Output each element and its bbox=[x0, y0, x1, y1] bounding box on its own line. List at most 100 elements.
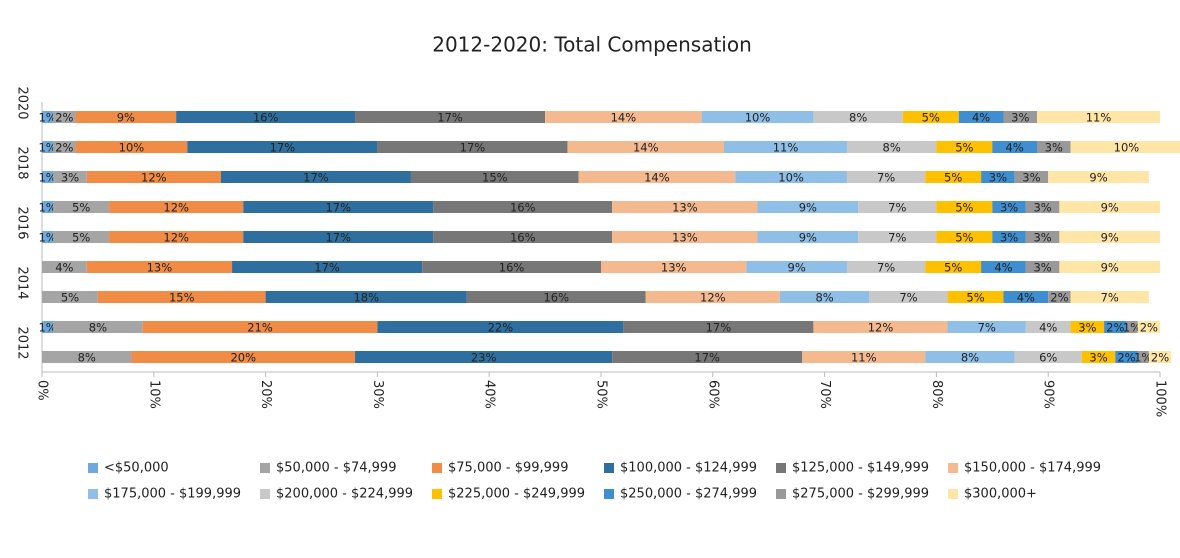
bar-segment bbox=[802, 351, 926, 363]
y-tick-label: 2020 bbox=[15, 86, 30, 119]
bar-segment bbox=[410, 171, 579, 183]
bar-segment bbox=[813, 321, 948, 333]
legend-swatch bbox=[88, 463, 98, 473]
data-label: 17% bbox=[325, 231, 351, 245]
bar-segment bbox=[433, 201, 613, 213]
y-tick-label: 2014 bbox=[15, 266, 30, 299]
legend-swatch bbox=[88, 489, 98, 499]
legend-label: <$50,000 bbox=[104, 461, 169, 476]
data-label: 13% bbox=[672, 231, 698, 245]
x-tick-label: 80% bbox=[929, 380, 944, 409]
bar-segment bbox=[187, 141, 378, 153]
bar-segment bbox=[42, 261, 87, 273]
x-tick-label: 10% bbox=[146, 380, 161, 409]
bar-segment bbox=[701, 111, 814, 123]
bar-segment bbox=[232, 261, 423, 273]
data-label: 3% bbox=[1000, 201, 1018, 215]
bar-segment bbox=[1025, 321, 1071, 333]
bar-segment bbox=[422, 261, 601, 273]
legend-label: $300,000+ bbox=[964, 487, 1037, 502]
data-label: 7% bbox=[888, 201, 906, 215]
data-label: 15% bbox=[482, 171, 508, 185]
data-label: 17% bbox=[694, 351, 720, 365]
data-label: 1% bbox=[38, 171, 56, 185]
legend-label: $200,000 - $224,999 bbox=[276, 487, 413, 502]
data-label: 1% bbox=[38, 111, 56, 125]
bar-segment bbox=[735, 171, 847, 183]
data-label: 16% bbox=[510, 201, 536, 215]
bar-segment bbox=[53, 321, 143, 333]
data-label: 5% bbox=[72, 231, 90, 245]
data-label: 3% bbox=[1033, 201, 1051, 215]
data-label: 5% bbox=[61, 291, 79, 305]
bar-segment bbox=[42, 291, 98, 303]
bar-segment bbox=[243, 231, 434, 243]
bar-segment bbox=[1025, 201, 1060, 213]
bar-segment bbox=[53, 201, 110, 213]
bar-segment bbox=[545, 111, 702, 123]
bar-segment bbox=[925, 171, 982, 183]
data-label: 4% bbox=[972, 111, 990, 125]
data-label: 4% bbox=[1039, 321, 1057, 335]
data-label: 22% bbox=[488, 321, 514, 335]
bar-segment bbox=[53, 171, 87, 183]
data-label: 9% bbox=[788, 261, 806, 275]
bar-segment bbox=[981, 171, 1015, 183]
data-label: 17% bbox=[325, 201, 351, 215]
bar-segment bbox=[131, 351, 356, 363]
data-label: 7% bbox=[888, 231, 906, 245]
legend-label: $175,000 - $199,999 bbox=[104, 487, 241, 502]
legend-label: $125,000 - $149,999 bbox=[792, 461, 929, 476]
data-label: 5% bbox=[944, 171, 962, 185]
legend-label: $225,000 - $249,999 bbox=[448, 487, 585, 502]
data-label: 20% bbox=[230, 351, 256, 365]
data-label: 4% bbox=[1006, 141, 1024, 155]
x-tick-label: 70% bbox=[817, 380, 832, 409]
bar-segment bbox=[1014, 351, 1082, 363]
bar-segment bbox=[846, 261, 926, 273]
bar-segment bbox=[981, 261, 1026, 273]
bar-segment bbox=[936, 141, 993, 153]
data-label: 4% bbox=[994, 261, 1012, 275]
x-tick-label: 60% bbox=[705, 380, 720, 409]
y-tick-label: 2018 bbox=[15, 146, 30, 179]
bar-segment bbox=[992, 141, 1038, 153]
x-tick-label: 40% bbox=[482, 380, 497, 409]
bar-segment bbox=[1115, 351, 1138, 363]
bar-segment bbox=[75, 141, 188, 153]
data-label: 1% bbox=[1134, 351, 1152, 365]
bar-segment bbox=[42, 321, 54, 333]
data-label: 7% bbox=[899, 291, 917, 305]
bar-segment bbox=[53, 111, 76, 123]
bar-segment bbox=[1059, 201, 1160, 213]
bar-segment bbox=[1081, 351, 1116, 363]
x-tick-label: 20% bbox=[258, 380, 273, 409]
x-tick-label: 90% bbox=[1041, 380, 1056, 409]
data-label: 11% bbox=[1086, 111, 1112, 125]
data-label: 17% bbox=[706, 321, 732, 335]
data-label: 16% bbox=[499, 261, 525, 275]
bar-segment bbox=[142, 321, 378, 333]
data-label: 17% bbox=[303, 171, 329, 185]
bar-segment bbox=[53, 141, 76, 153]
bar-segment bbox=[1003, 291, 1049, 303]
bar-segment bbox=[902, 111, 959, 123]
data-label: 3% bbox=[1000, 231, 1018, 245]
legend-swatch bbox=[776, 489, 786, 499]
legend-swatch bbox=[260, 489, 270, 499]
data-label: 12% bbox=[700, 291, 726, 305]
bar-segment bbox=[992, 201, 1026, 213]
x-tick-label: 100% bbox=[1153, 380, 1168, 417]
legend-swatch bbox=[776, 463, 786, 473]
bar-segment bbox=[813, 111, 903, 123]
bar-segment bbox=[757, 231, 859, 243]
x-tick-label: 30% bbox=[370, 380, 385, 409]
bar-segment bbox=[42, 171, 54, 183]
bar-segment bbox=[612, 201, 758, 213]
x-tick-label: 50% bbox=[594, 380, 609, 409]
data-label: 3% bbox=[1045, 141, 1063, 155]
data-label: 7% bbox=[1101, 291, 1119, 305]
bar-segment bbox=[612, 231, 758, 243]
data-label: 17% bbox=[437, 111, 463, 125]
